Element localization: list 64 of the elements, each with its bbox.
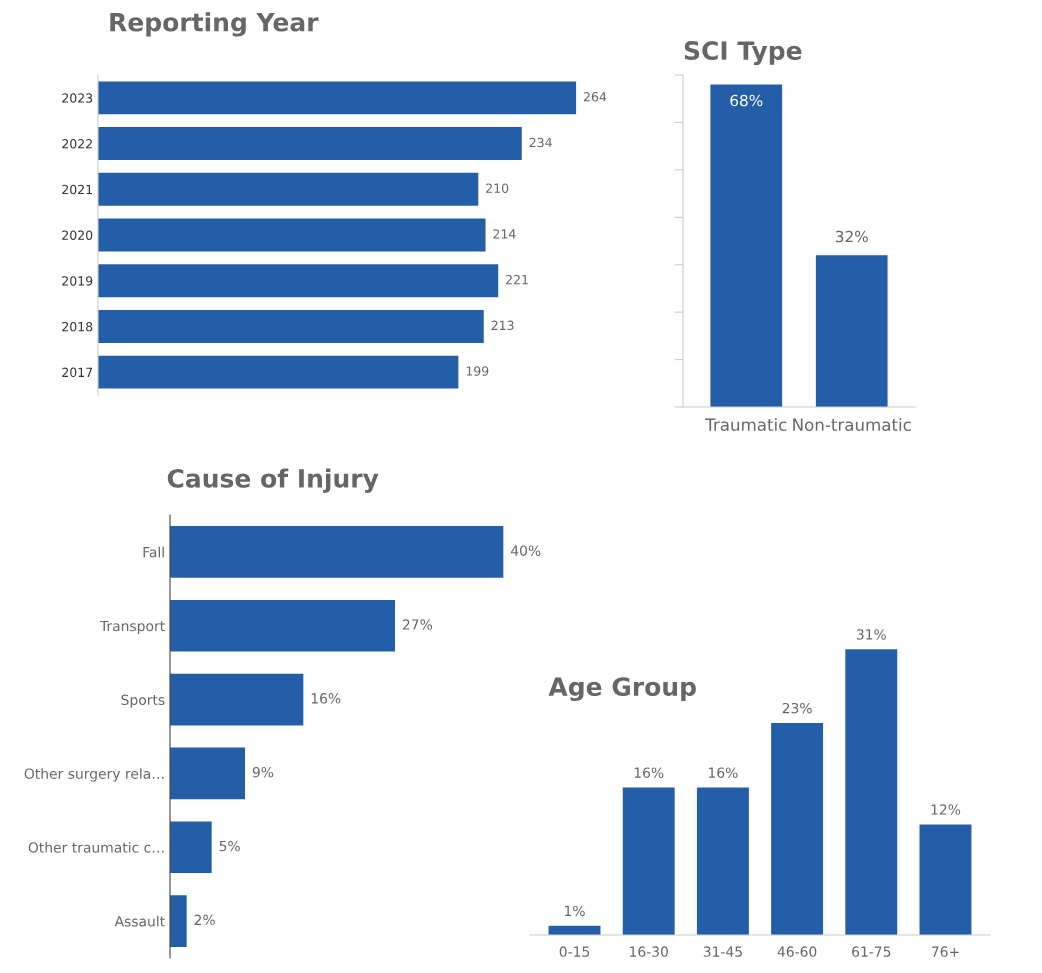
y-tick-label: Assault xyxy=(114,915,165,927)
x-tick-label: 31-45 xyxy=(703,946,742,957)
bar xyxy=(170,673,304,726)
bar xyxy=(98,309,484,343)
data-label: 16% xyxy=(311,693,341,704)
chart-title: Reporting Year xyxy=(110,12,319,37)
data-label: 1% xyxy=(565,905,585,917)
data-label: 16% xyxy=(708,767,738,778)
bar xyxy=(771,723,824,935)
data-label: 199 xyxy=(466,366,489,376)
data-label: 221 xyxy=(506,274,528,285)
bar xyxy=(98,355,459,389)
data-label: 32% xyxy=(835,230,868,243)
chart-title: Cause of Injury xyxy=(167,468,379,493)
y-tick-label: 2017 xyxy=(62,367,93,378)
data-label: 16% xyxy=(634,767,664,778)
bar xyxy=(622,787,675,935)
data-label: 5% xyxy=(219,840,240,852)
data-label: 210 xyxy=(486,183,509,193)
data-label: 234 xyxy=(529,137,552,148)
bar xyxy=(696,787,749,935)
y-tick-label: Other surgery rela… xyxy=(24,768,164,782)
y-tick-label: Transport xyxy=(99,620,165,634)
bar xyxy=(98,264,499,298)
bar xyxy=(170,526,504,578)
y-tick-label: Fall xyxy=(143,546,164,558)
bar xyxy=(170,895,187,947)
data-label: 12% xyxy=(931,804,961,815)
data-label: 27% xyxy=(402,619,433,630)
y-tick-label: 2022 xyxy=(62,139,92,149)
y-tick-label: 2020 xyxy=(62,230,93,240)
bar xyxy=(98,172,479,206)
y-tick-label: 2018 xyxy=(62,321,93,332)
data-label: 2% xyxy=(194,914,215,926)
data-label: 40% xyxy=(510,545,541,556)
data-label: 9% xyxy=(252,766,274,778)
data-label: 23% xyxy=(782,702,812,714)
chart-title: SCI Type xyxy=(684,41,802,66)
y-tick-label: 2023 xyxy=(62,93,93,103)
x-tick-label: 61-75 xyxy=(852,946,891,957)
x-tick-label: 46-60 xyxy=(777,946,817,957)
y-tick-label: Sports xyxy=(121,694,165,708)
bar xyxy=(919,824,972,935)
bar xyxy=(170,599,395,652)
bar xyxy=(170,821,212,874)
bar xyxy=(170,747,245,800)
y-tick-label: Other traumatic c… xyxy=(28,841,164,853)
data-label: 31% xyxy=(856,629,886,640)
data-label: 68% xyxy=(730,94,763,107)
x-tick-label: Traumatic xyxy=(705,418,787,432)
bar xyxy=(845,649,898,935)
bar xyxy=(98,127,522,161)
x-tick-label: 16-30 xyxy=(630,946,668,957)
data-label: 264 xyxy=(583,92,607,102)
y-tick-label: 2019 xyxy=(62,276,93,286)
data-label: 214 xyxy=(493,229,516,239)
bar xyxy=(98,81,577,115)
x-tick-label: Non-traumatic xyxy=(793,418,911,432)
bar xyxy=(98,218,486,252)
x-tick-label: 0-15 xyxy=(559,946,590,957)
data-label: 213 xyxy=(491,320,514,331)
x-tick-label: 76+ xyxy=(931,946,959,957)
y-tick-label: 2021 xyxy=(62,184,92,195)
text: Age Group xyxy=(548,677,696,702)
